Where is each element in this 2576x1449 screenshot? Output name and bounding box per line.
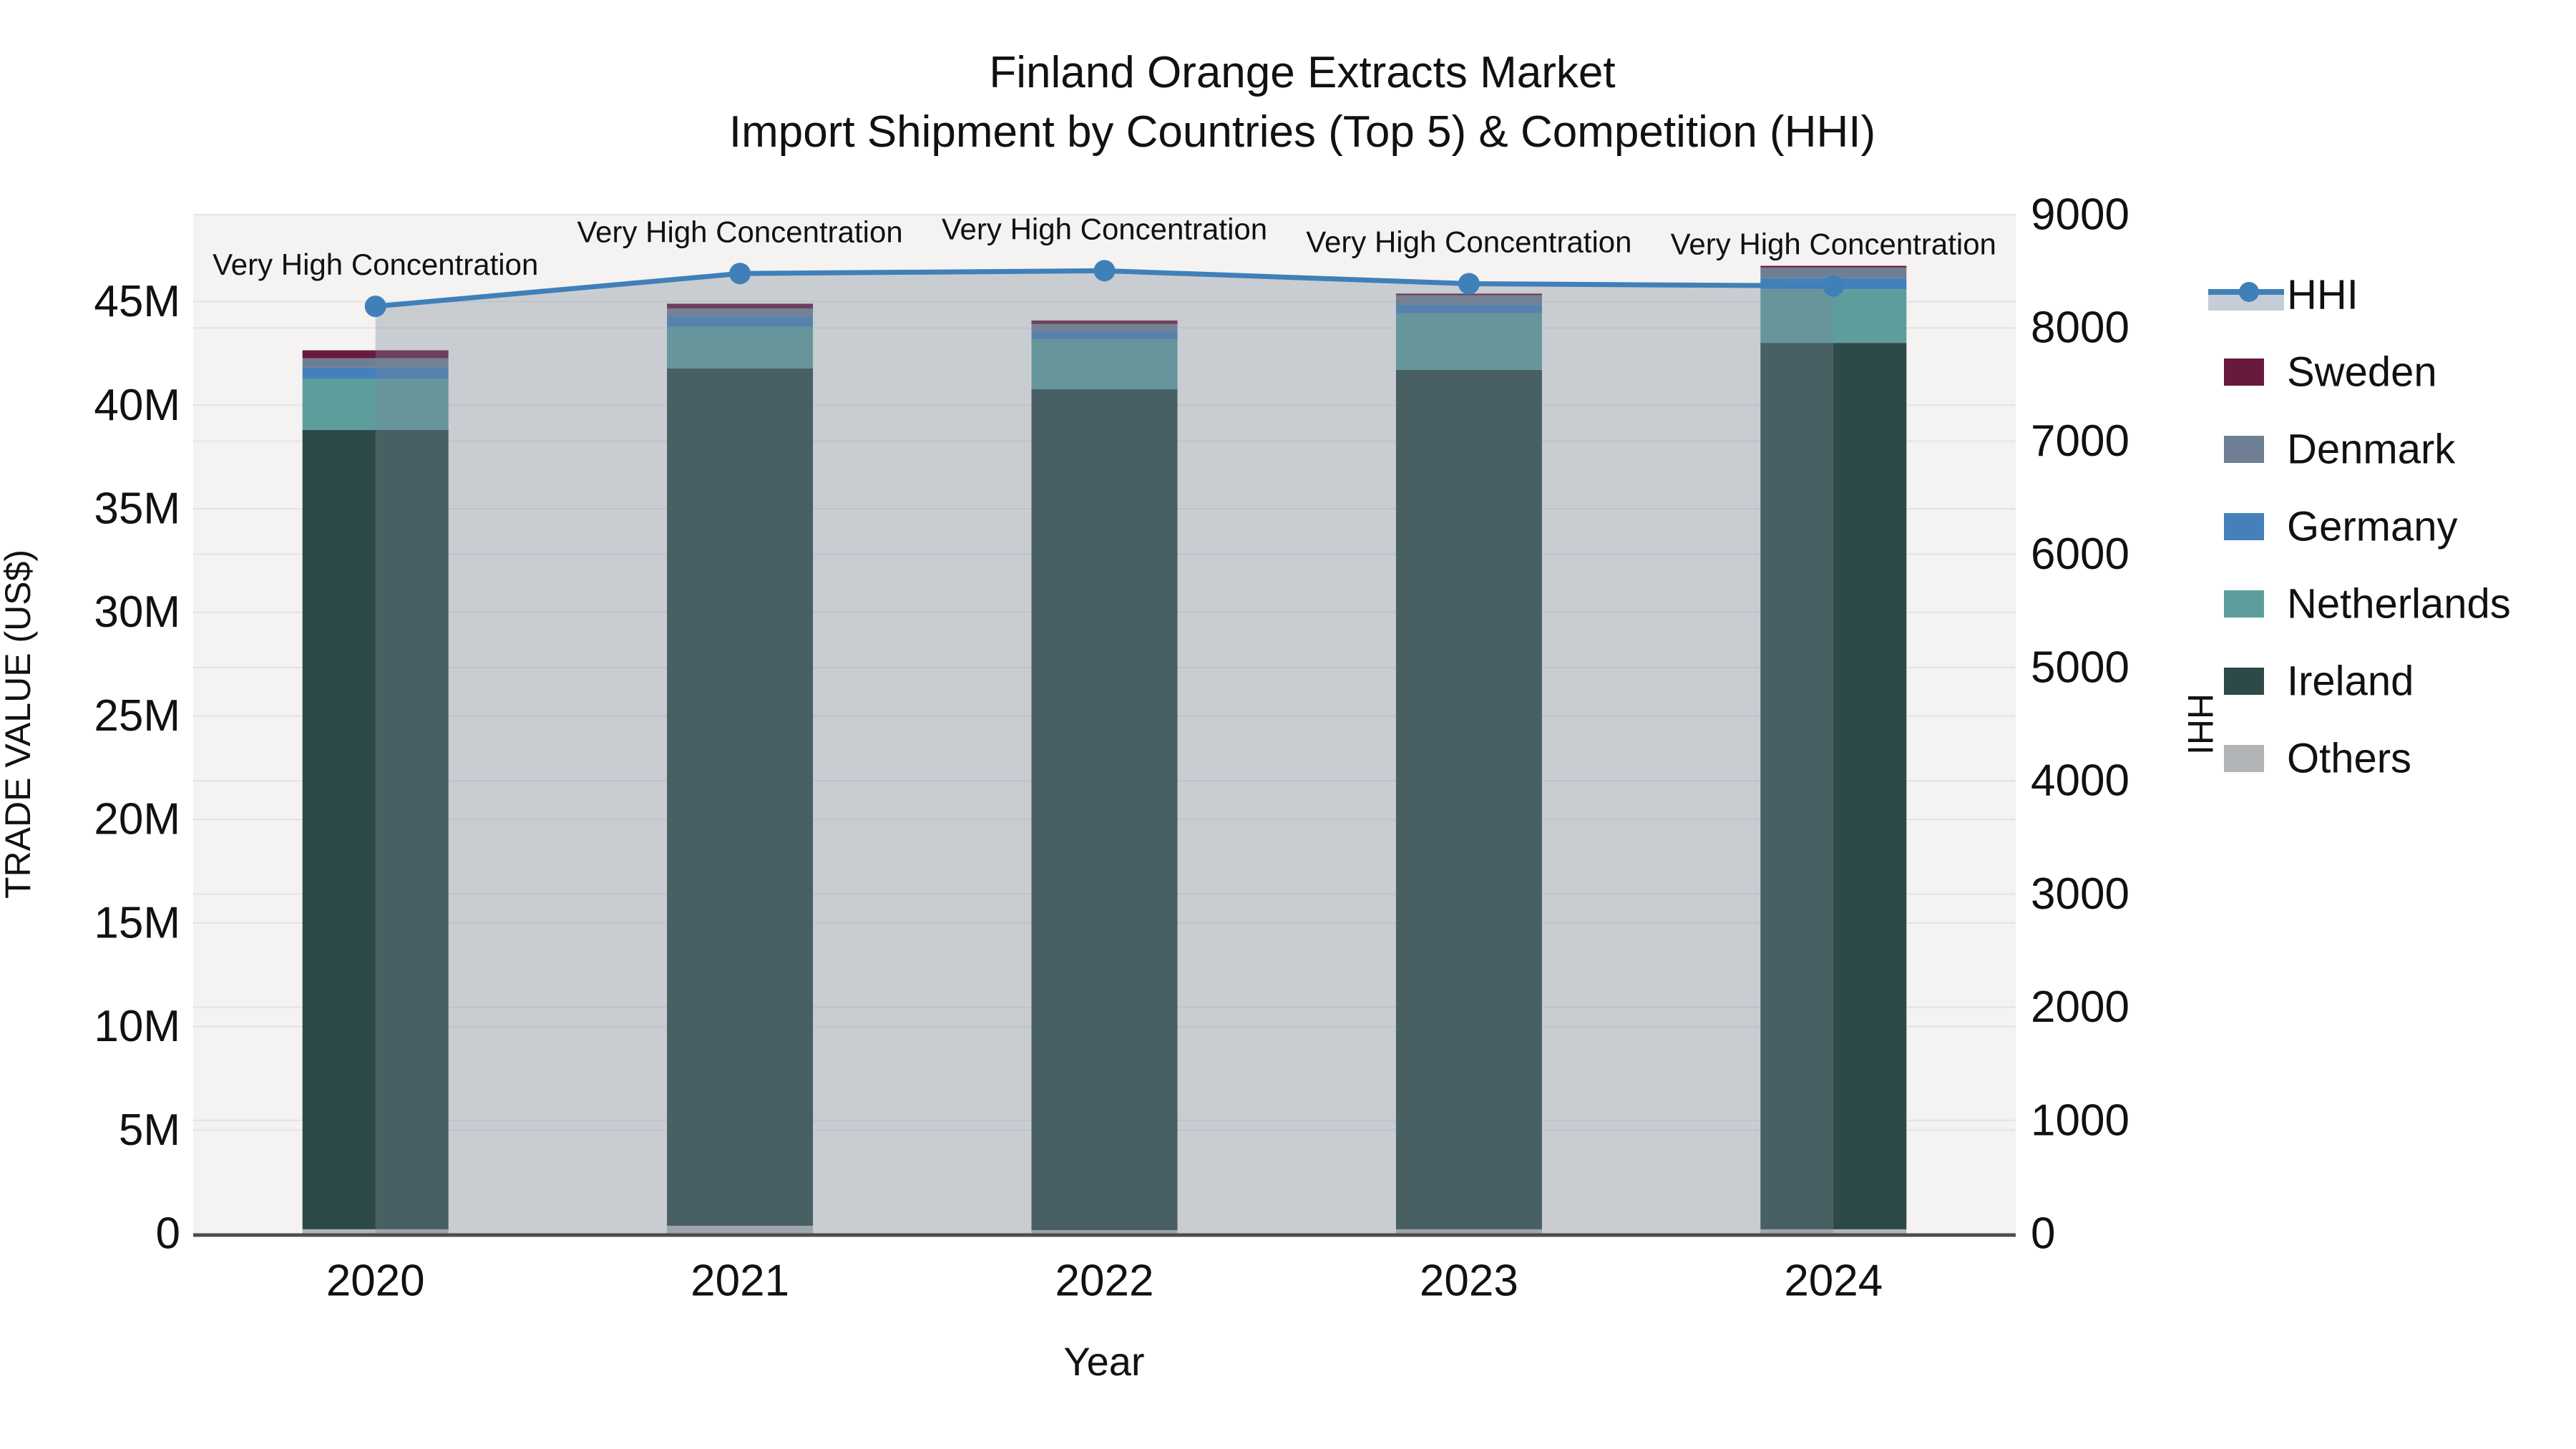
y-left-tick-label: 45M <box>94 277 180 326</box>
bar-segment-ireland-2020[interactable] <box>302 429 449 1229</box>
legend-swatch-germany <box>2224 513 2264 540</box>
legend-label-sweden: Sweden <box>2287 349 2437 396</box>
hhi-marker-2021[interactable] <box>729 263 751 285</box>
y-right-tick-label: 4000 <box>2031 756 2129 806</box>
bar-segment-others-2021[interactable] <box>667 1226 814 1234</box>
bar-segment-sweden-2021[interactable] <box>667 303 814 309</box>
x-tick-label-2024: 2024 <box>1784 1257 1883 1306</box>
bar-segment-netherlands-2023[interactable] <box>1395 313 1542 370</box>
hhi-marker-2022[interactable] <box>1093 260 1116 282</box>
x-tick-label-2020: 2020 <box>326 1257 425 1306</box>
bar-segment-sweden-2020[interactable] <box>302 350 449 358</box>
hhi-marker-2020[interactable] <box>364 296 386 318</box>
x-tick-label-2023: 2023 <box>1420 1257 1518 1306</box>
bar-segment-germany-2022[interactable] <box>1031 331 1178 339</box>
legend-item-sweden[interactable]: Sweden <box>2224 349 2437 396</box>
hhi-area-fill <box>375 270 1834 1234</box>
legend-item-others[interactable]: Others <box>2224 736 2411 782</box>
bar-segment-denmark-2024[interactable] <box>1760 267 1907 278</box>
bar-segment-netherlands-2021[interactable] <box>667 326 814 369</box>
bar-segment-denmark-2022[interactable] <box>1031 323 1178 331</box>
legend-item-ireland[interactable]: Ireland <box>2224 658 2414 705</box>
bar-segment-ireland-2024[interactable] <box>1760 343 1907 1229</box>
x-tick-label-2021: 2021 <box>691 1257 789 1306</box>
bar-segment-sweden-2022[interactable] <box>1031 320 1178 324</box>
bar-segment-others-2023[interactable] <box>1395 1229 1542 1234</box>
legend-item-denmark[interactable]: Denmark <box>2224 426 2456 473</box>
y-left-tick-label: 35M <box>94 484 180 533</box>
legend-swatch-sweden <box>2224 358 2264 386</box>
annotation-2024: Very High Concentration <box>1671 228 1996 261</box>
y-left-tick-label: 25M <box>94 691 180 741</box>
bar-segment-ireland-2021[interactable] <box>667 368 814 1226</box>
legend-label-denmark: Denmark <box>2287 426 2456 473</box>
annotation-2020: Very High Concentration <box>213 248 538 281</box>
annotations: Very High Concentration Very High Concent… <box>213 212 1996 281</box>
legend-item-netherlands[interactable]: Netherlands <box>2224 581 2511 628</box>
y-left-tick-label: 10M <box>94 1002 180 1051</box>
chart-title-line2: Import Shipment by Countries (Top 5) & C… <box>729 107 1875 157</box>
y-right-tick-label: 2000 <box>2031 982 2129 1032</box>
bar-segment-germany-2021[interactable] <box>667 316 814 327</box>
stacked-bars <box>302 265 1907 1234</box>
y-right-tick-label: 8000 <box>2031 303 2129 353</box>
y-right-tick-label: 0 <box>2031 1209 2055 1259</box>
y-axis-left-title: TRADE VALUE (US$) <box>0 550 38 899</box>
y-right-tick-label: 5000 <box>2031 643 2129 692</box>
bar-segment-sweden-2024[interactable] <box>1760 265 1907 268</box>
x-tick-label-2022: 2022 <box>1055 1257 1154 1306</box>
y-right-tick-label: 6000 <box>2031 530 2129 579</box>
legend-swatch-others <box>2224 745 2264 772</box>
hhi-marker-2023[interactable] <box>1458 273 1480 295</box>
y-right-tick-label: 7000 <box>2031 416 2129 466</box>
bar-segment-ireland-2022[interactable] <box>1031 389 1178 1231</box>
y-left-tick-label: 30M <box>94 587 180 637</box>
bar-segment-denmark-2020[interactable] <box>302 358 449 368</box>
legend-item-germany[interactable]: Germany <box>2224 504 2458 550</box>
bar-segment-germany-2023[interactable] <box>1395 304 1542 313</box>
legend-label-netherlands: Netherlands <box>2287 581 2511 628</box>
hhi-fill-polygon <box>375 270 1834 1234</box>
legend-swatch-ireland <box>2224 668 2264 695</box>
bar-segment-netherlands-2020[interactable] <box>302 379 449 430</box>
bar-segment-denmark-2023[interactable] <box>1395 295 1542 305</box>
legend-label-germany: Germany <box>2287 504 2458 550</box>
bar-segment-others-2024[interactable] <box>1760 1229 1907 1234</box>
bar-segment-others-2020[interactable] <box>302 1229 449 1234</box>
y-right-tick-label: 3000 <box>2031 869 2129 919</box>
bar-segment-others-2022[interactable] <box>1031 1230 1178 1234</box>
legend-hhi-marker-swatch <box>2239 282 2259 302</box>
y-right-tick-label: 9000 <box>2031 190 2129 240</box>
annotation-2022: Very High Concentration <box>942 212 1267 245</box>
y-axis-right-title: HHI <box>2180 693 2220 755</box>
y-left-tick-label: 5M <box>119 1106 180 1155</box>
legend-label-hhi: HHI <box>2287 272 2358 318</box>
legend-label-ireland: Ireland <box>2287 658 2414 705</box>
legend-swatch-denmark <box>2224 436 2264 463</box>
legend: HHI Sweden Denmark Germany Netherlands Irelan… <box>2208 272 2511 782</box>
legend-swatch-netherlands <box>2224 590 2264 618</box>
bar-segment-denmark-2021[interactable] <box>667 308 814 317</box>
annotation-2021: Very High Concentration <box>577 215 902 248</box>
legend-item-hhi[interactable]: HHI <box>2208 272 2358 318</box>
annotation-2023: Very High Concentration <box>1306 225 1631 259</box>
hhi-line <box>364 260 1845 318</box>
bar-segment-germany-2020[interactable] <box>302 367 449 379</box>
y-left-tick-label: 40M <box>94 381 180 430</box>
y-right-tick-label: 1000 <box>2031 1096 2129 1145</box>
chart-title-line1: Finland Orange Extracts Market <box>989 48 1615 97</box>
x-axis-title: Year <box>1063 1339 1144 1384</box>
bar-segment-netherlands-2024[interactable] <box>1760 289 1907 343</box>
legend-label-others: Others <box>2287 736 2411 782</box>
bar-segment-netherlands-2022[interactable] <box>1031 338 1178 389</box>
y-left-tick-label: 15M <box>94 898 180 947</box>
y-left-tick-label: 0 <box>156 1209 180 1259</box>
bar-segment-ireland-2023[interactable] <box>1395 369 1542 1229</box>
axis-ticks: 0 5M 10M 15M 20M 25M 30M 35M 40M 45M 0 1000 2000 3000… <box>94 190 2129 1306</box>
hhi-marker-2024[interactable] <box>1823 275 1845 297</box>
y-left-tick-label: 20M <box>94 795 180 844</box>
